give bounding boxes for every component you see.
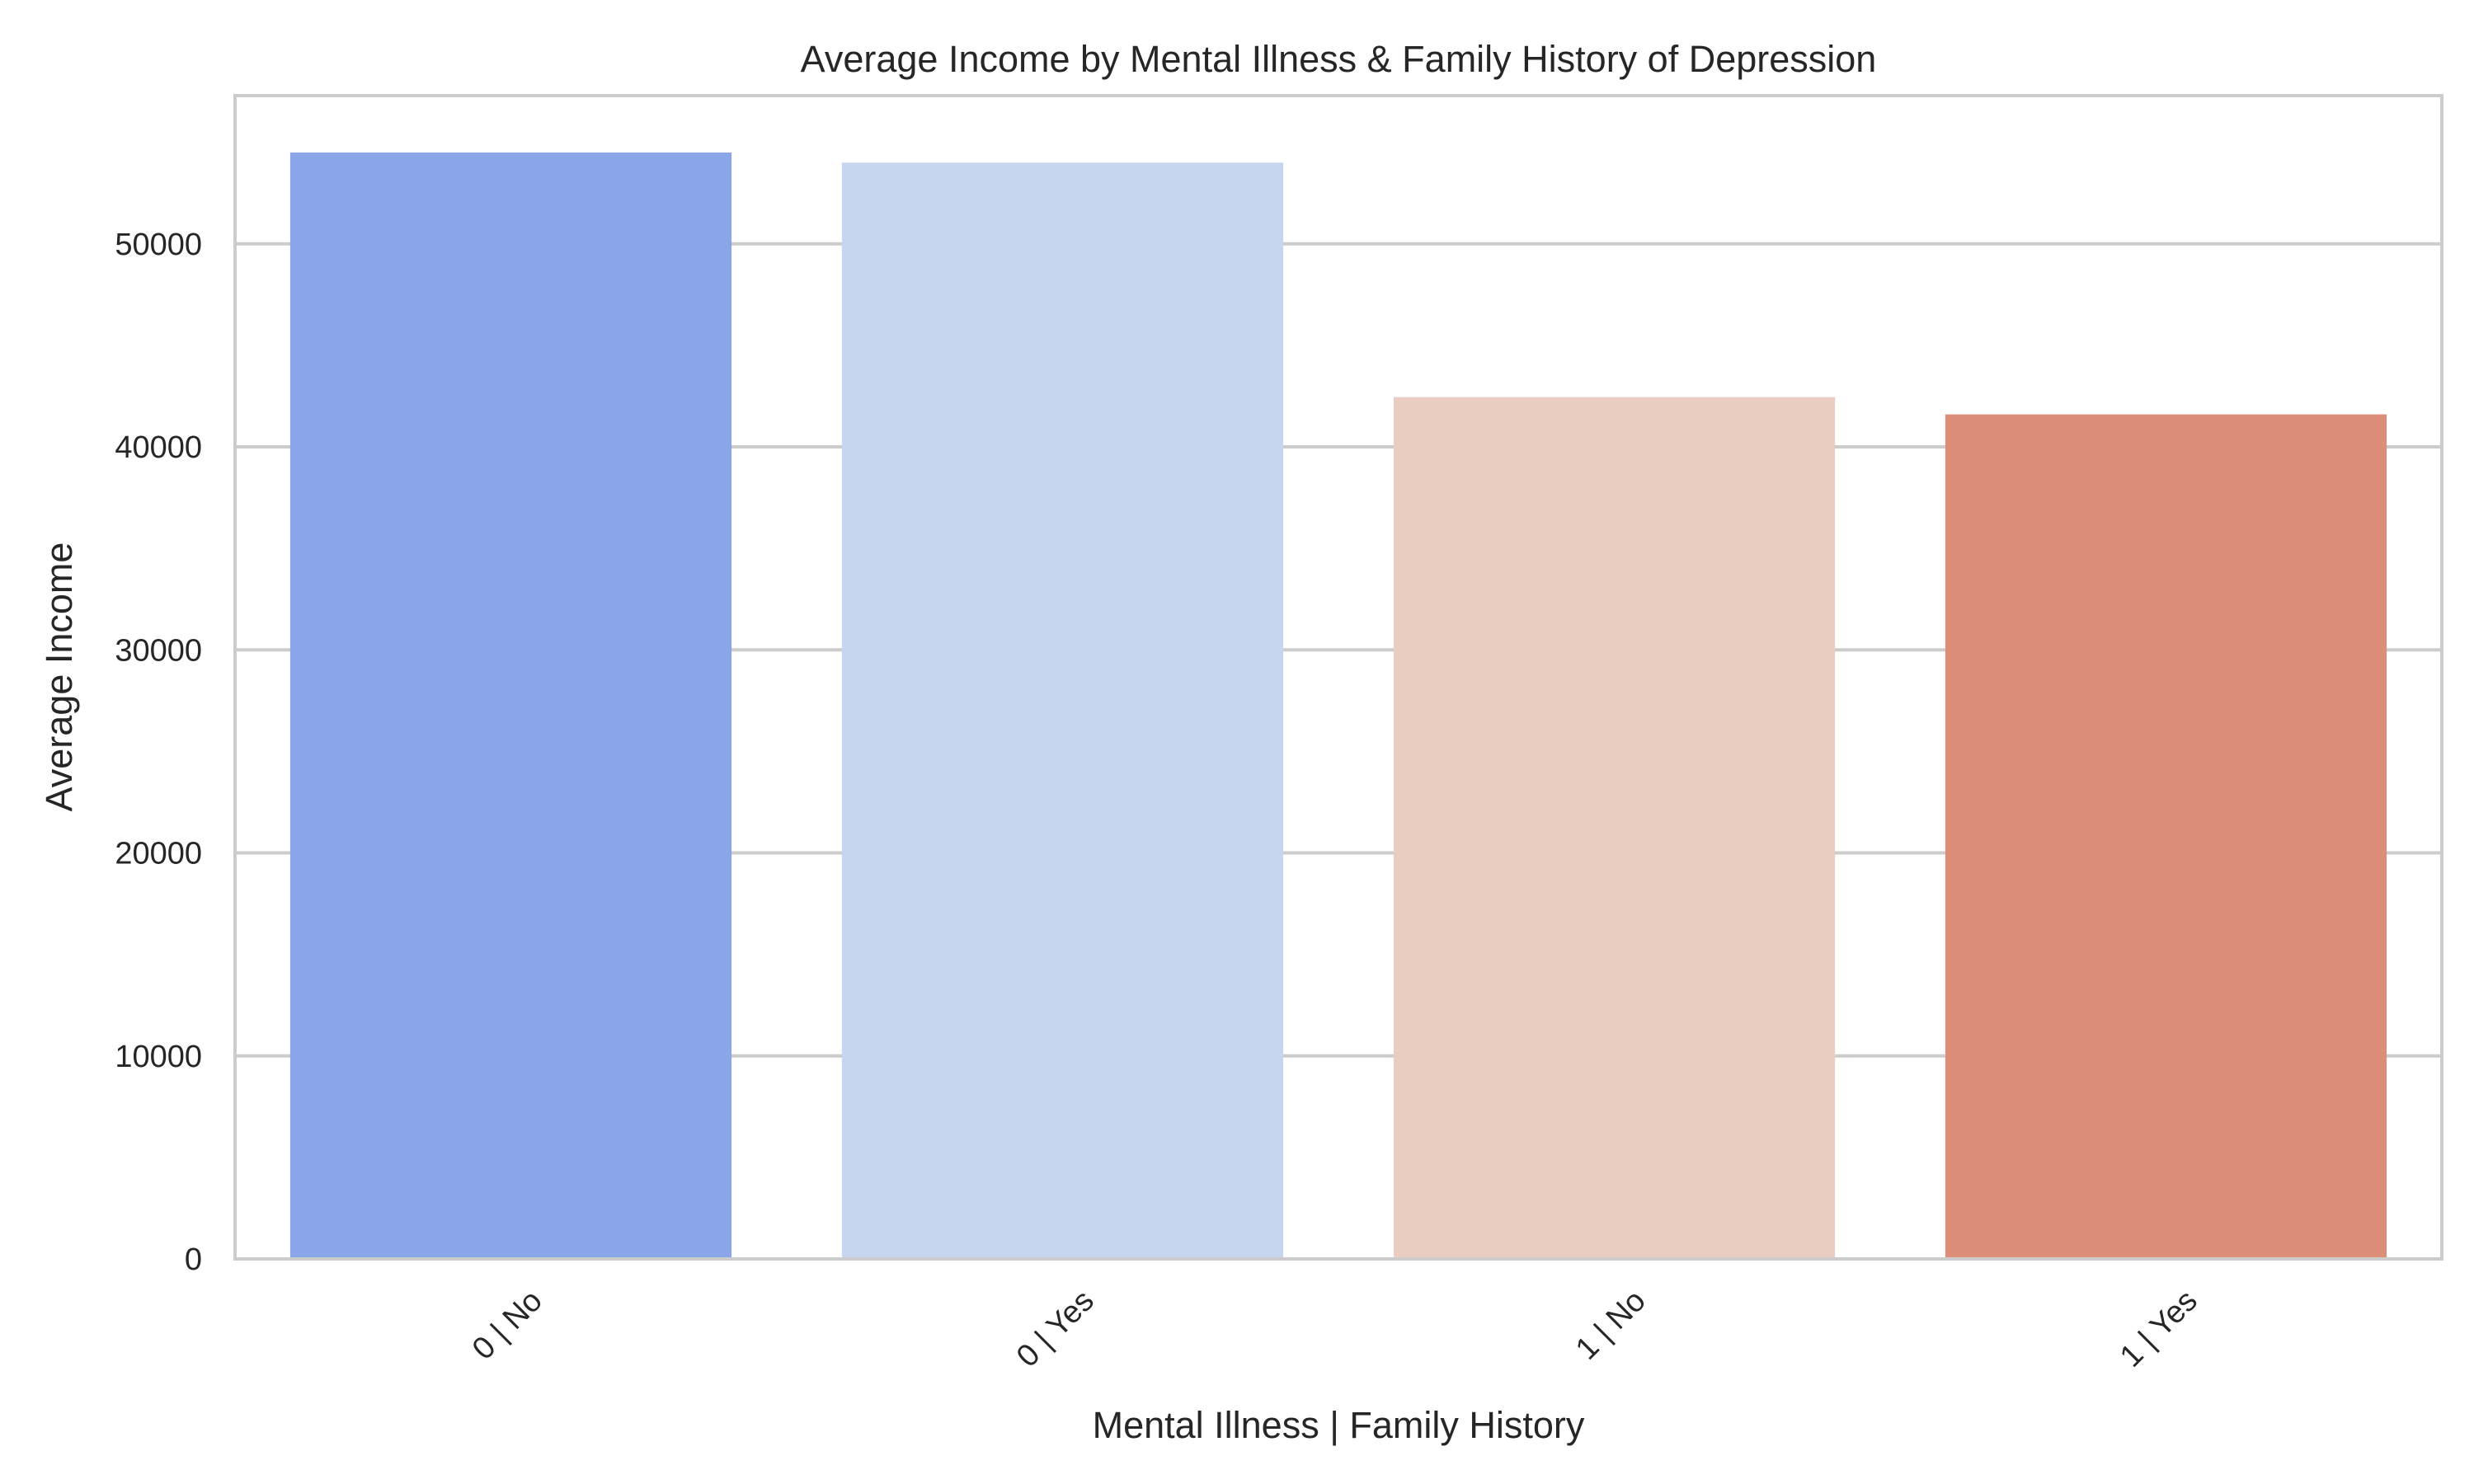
x-axis-label: Mental Illness | Family History bbox=[1093, 1404, 1585, 1446]
y-axis-ticks: 0 10000 20000 30000 40000 50000 bbox=[115, 228, 202, 1277]
y-tick-label: 10000 bbox=[115, 1040, 202, 1074]
y-tick-label: 30000 bbox=[115, 633, 202, 668]
bars bbox=[289, 152, 2387, 1260]
chart-title: Average Income by Mental Illness & Famil… bbox=[801, 38, 1877, 80]
bar bbox=[289, 152, 732, 1260]
y-axis-label: Average Income bbox=[38, 542, 80, 812]
bar bbox=[841, 162, 1284, 1260]
bar bbox=[1393, 397, 1836, 1260]
y-tick-label: 40000 bbox=[115, 430, 202, 465]
y-tick-label: 0 bbox=[185, 1242, 202, 1277]
plot-frame bbox=[233, 94, 2443, 1261]
y-tick-label: 50000 bbox=[115, 228, 202, 262]
bar bbox=[1945, 414, 2387, 1259]
y-tick-label: 20000 bbox=[115, 837, 202, 871]
